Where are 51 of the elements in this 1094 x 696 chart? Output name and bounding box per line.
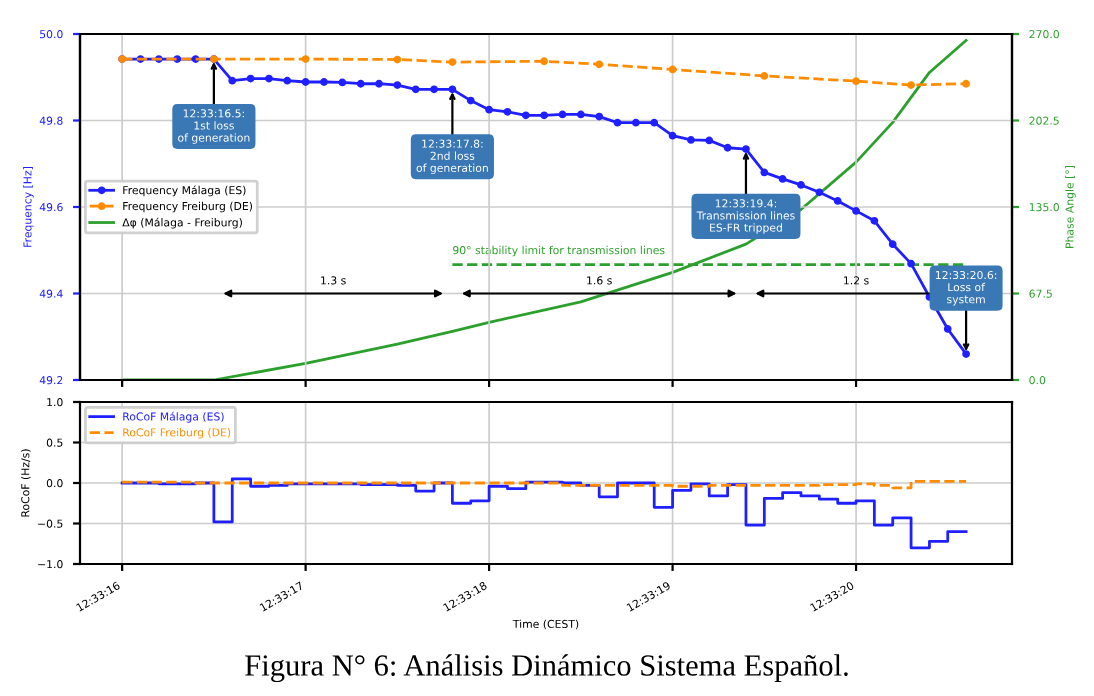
point: [320, 78, 328, 86]
point: [705, 136, 714, 145]
point: [521, 111, 530, 120]
text: Figura N° 6: Análisis Dinámico Sistema Español.: [245, 654, 848, 683]
point: [540, 111, 549, 120]
point: [393, 55, 402, 64]
point: [760, 168, 769, 177]
point: [430, 85, 438, 94]
point: [760, 72, 769, 80]
point: [301, 78, 310, 86]
point: [668, 131, 677, 140]
point: [852, 207, 860, 215]
point: [742, 145, 750, 153]
point: [356, 79, 365, 88]
point: [283, 76, 292, 85]
point: [448, 58, 457, 66]
point: [870, 216, 879, 225]
point: [595, 60, 604, 69]
point: [833, 197, 842, 205]
point: [411, 85, 420, 94]
point: [265, 74, 273, 83]
point: [338, 78, 347, 87]
point: [907, 81, 915, 89]
point: [393, 81, 402, 89]
point: [301, 55, 310, 63]
point: [246, 74, 255, 83]
point: [723, 143, 732, 152]
point: [485, 105, 493, 114]
point: [943, 325, 952, 333]
point: [962, 79, 970, 88]
point: [503, 107, 512, 116]
point: [852, 77, 860, 86]
point: [907, 259, 915, 268]
point: [540, 57, 549, 66]
point: [595, 112, 604, 121]
point: [962, 350, 970, 358]
point: [650, 118, 659, 127]
point: [778, 175, 787, 183]
point: [375, 79, 383, 88]
point: [815, 188, 824, 197]
point: [466, 96, 475, 105]
point: [613, 118, 622, 127]
point: [687, 136, 695, 144]
point: [631, 118, 640, 127]
point: [888, 240, 897, 249]
point: [558, 110, 567, 119]
point: [448, 85, 457, 94]
point: [576, 110, 585, 119]
point: [228, 76, 237, 85]
point: [797, 181, 805, 189]
point: [668, 65, 677, 74]
